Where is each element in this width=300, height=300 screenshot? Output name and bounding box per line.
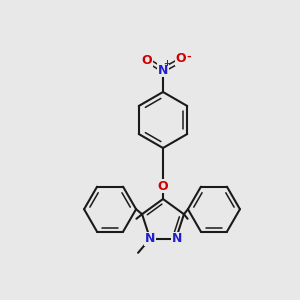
Text: O: O <box>176 52 186 65</box>
Text: O: O <box>158 179 168 193</box>
Text: N: N <box>158 64 168 76</box>
Text: N: N <box>172 232 182 245</box>
Text: -: - <box>187 52 191 62</box>
Text: O: O <box>142 53 152 67</box>
Text: N: N <box>145 232 155 245</box>
Text: +: + <box>164 58 170 68</box>
